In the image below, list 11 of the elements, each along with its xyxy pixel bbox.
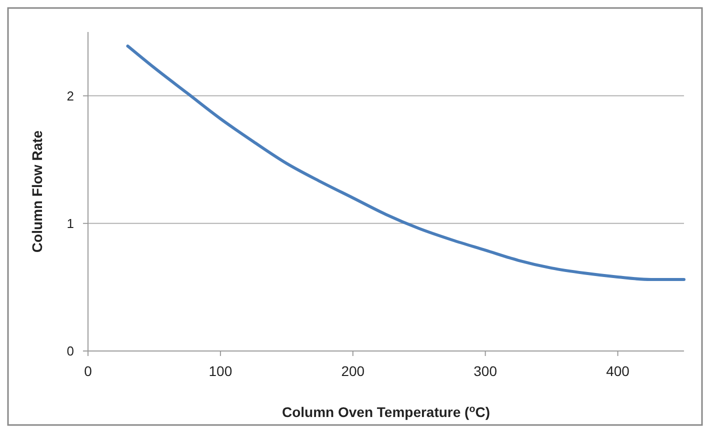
- y-axis-title: Column Flow Rate: [29, 130, 45, 253]
- x-tick-label: 200: [341, 363, 365, 379]
- x-tick-label: 300: [474, 363, 498, 379]
- x-tick-label: 400: [606, 363, 630, 379]
- y-tick-label: 1: [66, 216, 74, 231]
- x-axis-title: Column Oven Temperature ($^{o}$C): [282, 404, 490, 420]
- y-tick-label: 2: [66, 88, 74, 104]
- x-tick-label: 0: [84, 363, 92, 379]
- x-tick-label: 100: [208, 363, 232, 379]
- line-series: [126, 44, 686, 282]
- y-tick-label: 0: [66, 344, 74, 359]
